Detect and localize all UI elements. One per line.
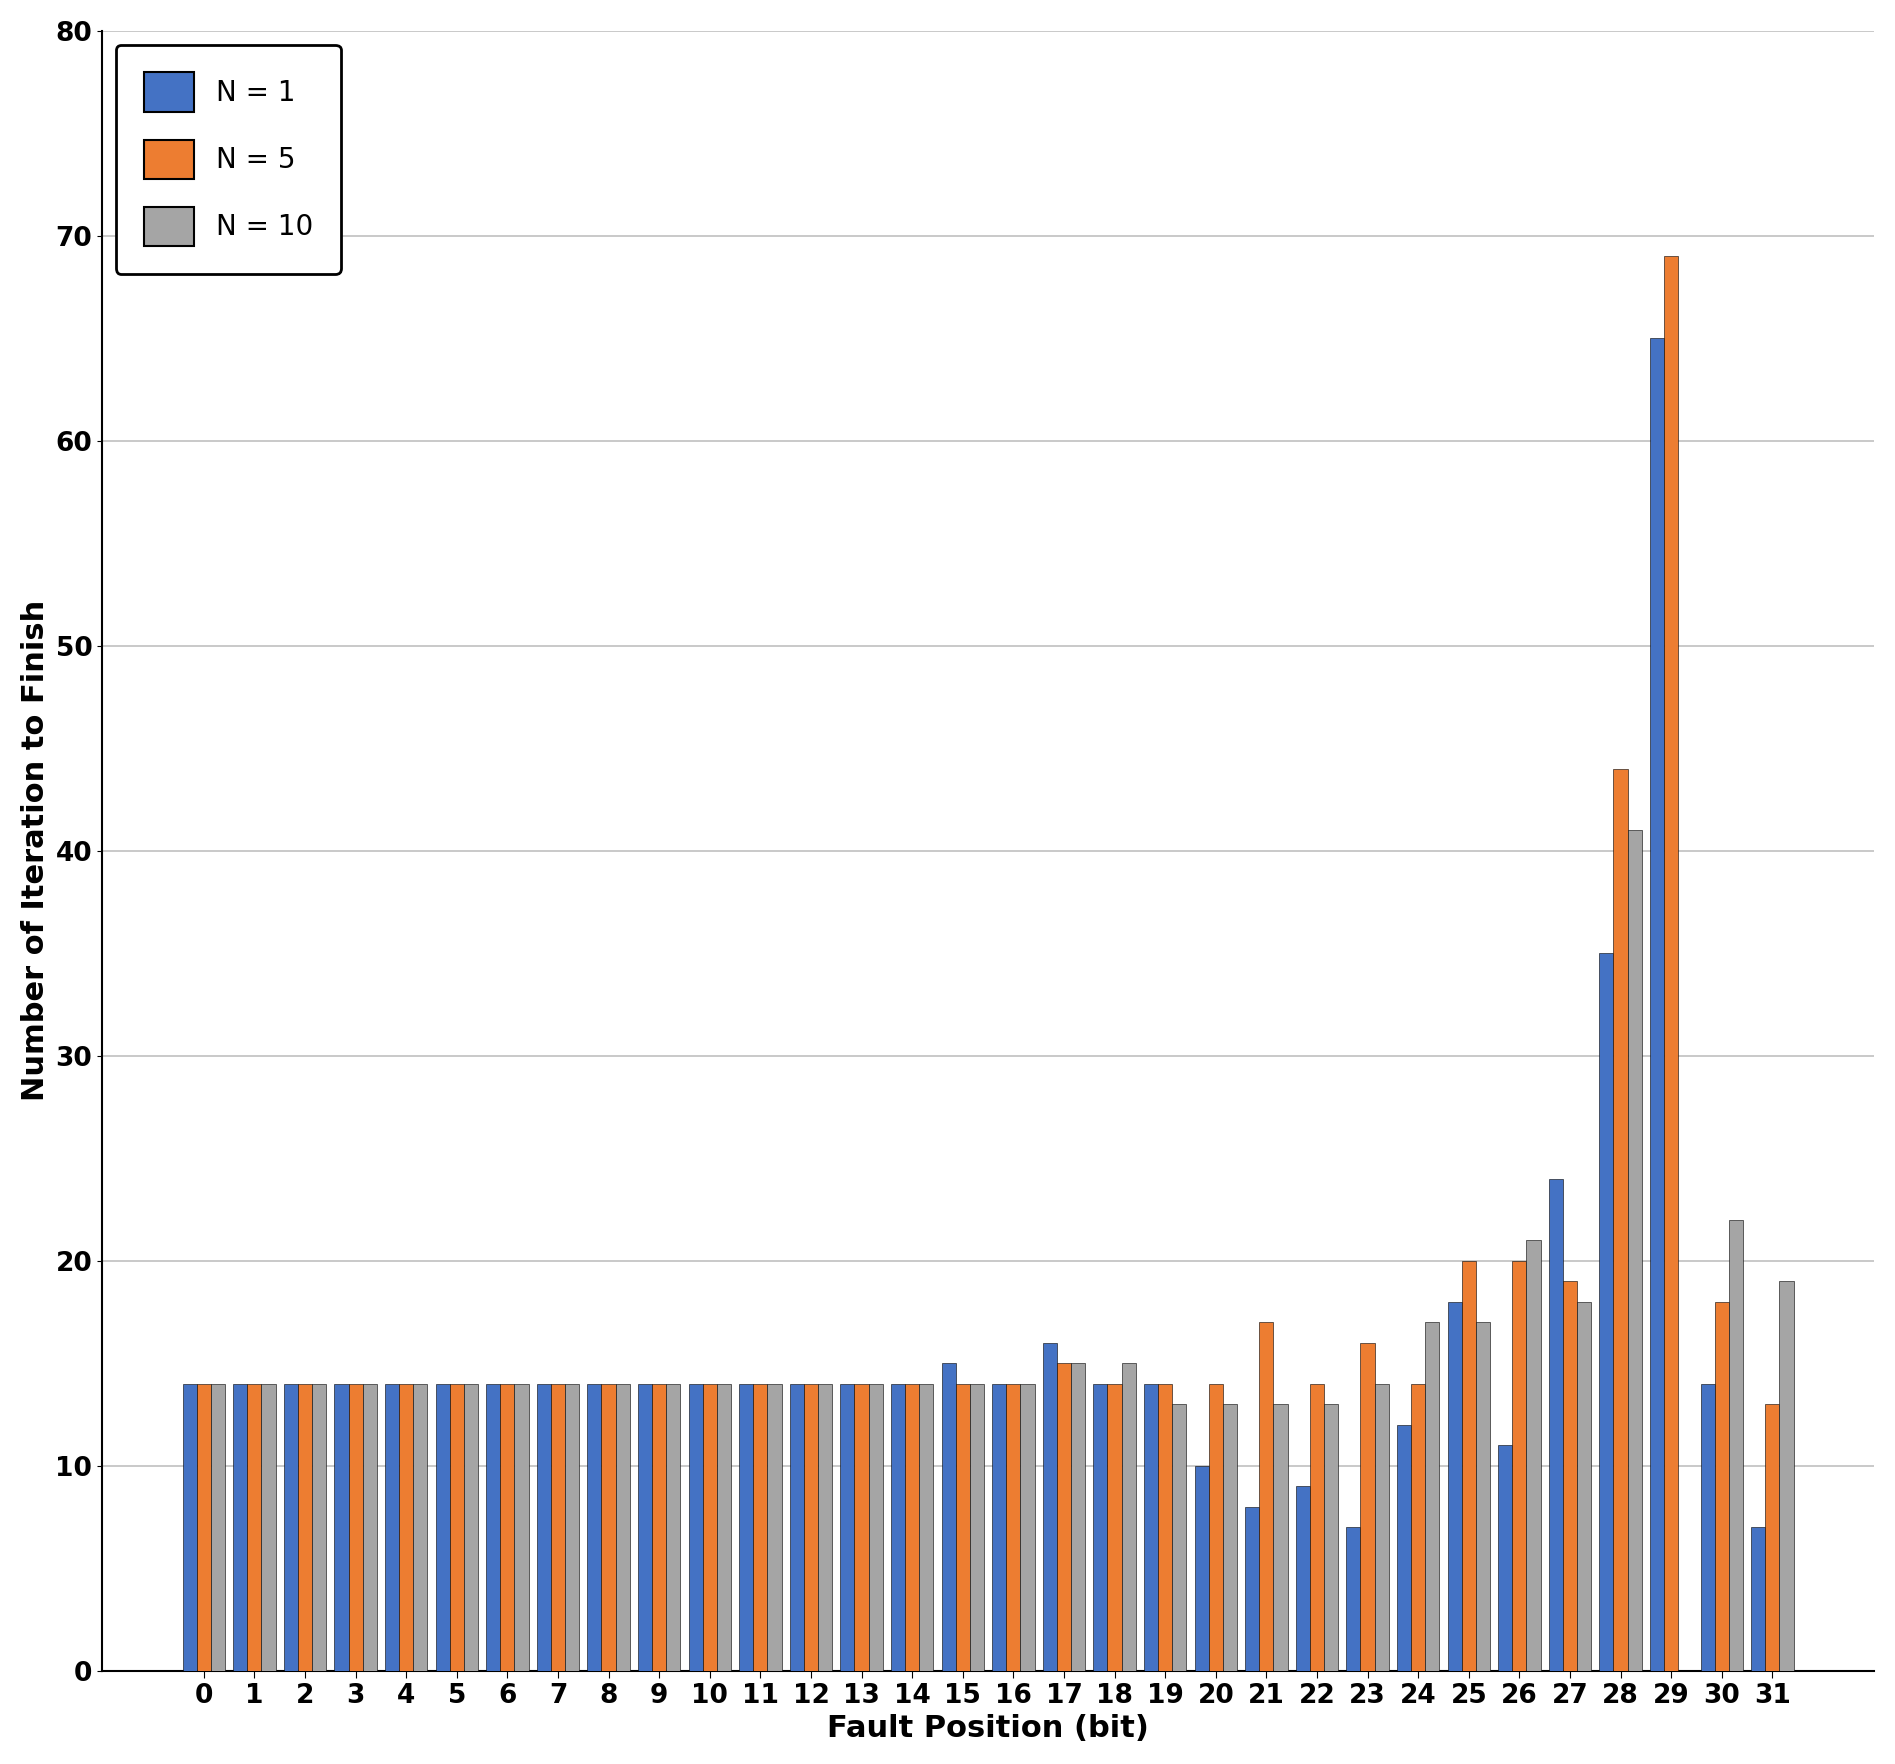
Bar [1374, 1383, 1389, 1671]
Bar [616, 1383, 629, 1671]
Bar [1093, 1383, 1107, 1671]
Bar [1651, 339, 1664, 1671]
Bar [1345, 1528, 1361, 1671]
Bar [1107, 1383, 1122, 1671]
Bar [1700, 1383, 1715, 1671]
Bar [970, 1383, 984, 1671]
Bar [1021, 1383, 1035, 1671]
Bar [1057, 1364, 1071, 1671]
Bar [855, 1383, 868, 1671]
Bar [1512, 1261, 1527, 1671]
Bar [1476, 1323, 1489, 1671]
Bar [1145, 1383, 1158, 1671]
Bar [1273, 1404, 1287, 1671]
Bar [868, 1383, 883, 1671]
Bar [1751, 1528, 1766, 1671]
Bar [298, 1383, 313, 1671]
Bar [739, 1383, 754, 1671]
Bar [1577, 1302, 1592, 1671]
Bar [790, 1383, 803, 1671]
Bar [1527, 1240, 1541, 1671]
Bar [1122, 1364, 1135, 1671]
Bar [1613, 769, 1628, 1671]
Bar [1071, 1364, 1086, 1671]
Bar [688, 1383, 703, 1671]
Bar [803, 1383, 819, 1671]
Bar [1728, 1221, 1743, 1671]
Bar [334, 1383, 349, 1671]
Bar [1194, 1466, 1209, 1671]
Bar [601, 1383, 616, 1671]
Bar [313, 1383, 326, 1671]
Bar [1042, 1342, 1057, 1671]
Bar [955, 1383, 970, 1671]
Bar [1006, 1383, 1021, 1671]
Bar [1209, 1383, 1222, 1671]
Bar [1173, 1404, 1186, 1671]
Bar [754, 1383, 767, 1671]
Bar [565, 1383, 580, 1671]
Bar [993, 1383, 1006, 1671]
Bar [551, 1383, 565, 1671]
Bar [500, 1383, 514, 1671]
Bar [487, 1383, 500, 1671]
Bar [464, 1383, 478, 1671]
Bar [536, 1383, 551, 1671]
Bar [1715, 1302, 1728, 1671]
Bar [284, 1383, 298, 1671]
Bar [210, 1383, 226, 1671]
Bar [891, 1383, 906, 1671]
Bar [1461, 1261, 1476, 1671]
Bar [1563, 1281, 1577, 1671]
Bar [1397, 1425, 1412, 1671]
Bar [716, 1383, 731, 1671]
Bar [1548, 1178, 1563, 1671]
Bar [349, 1383, 362, 1671]
Bar [248, 1383, 262, 1671]
Bar [1325, 1404, 1338, 1671]
Bar [1779, 1281, 1793, 1671]
Bar [703, 1383, 716, 1671]
Bar [1766, 1404, 1779, 1671]
Bar [819, 1383, 832, 1671]
Bar [385, 1383, 400, 1671]
Bar [667, 1383, 680, 1671]
Bar [1296, 1487, 1309, 1671]
Bar [262, 1383, 275, 1671]
Bar [197, 1383, 210, 1671]
Bar [839, 1383, 855, 1671]
Bar [1425, 1323, 1440, 1671]
Bar [1499, 1445, 1512, 1671]
Bar [1361, 1342, 1374, 1671]
Bar [514, 1383, 529, 1671]
Bar [362, 1383, 377, 1671]
Bar [413, 1383, 428, 1671]
Bar [436, 1383, 449, 1671]
Bar [1412, 1383, 1425, 1671]
Bar [1448, 1302, 1461, 1671]
Bar [1664, 256, 1679, 1671]
Bar [906, 1383, 919, 1671]
Bar [767, 1383, 781, 1671]
Legend: N = 1, N = 5, N = 10: N = 1, N = 5, N = 10 [116, 44, 341, 273]
Bar [1309, 1383, 1325, 1671]
X-axis label: Fault Position (bit): Fault Position (bit) [826, 1715, 1148, 1743]
Bar [942, 1364, 955, 1671]
Bar [639, 1383, 652, 1671]
Bar [919, 1383, 934, 1671]
Bar [182, 1383, 197, 1671]
Bar [1158, 1383, 1173, 1671]
Bar [1599, 953, 1613, 1671]
Y-axis label: Number of Iteration to Finish: Number of Iteration to Finish [21, 600, 49, 1101]
Bar [587, 1383, 601, 1671]
Bar [449, 1383, 464, 1671]
Bar [1222, 1404, 1237, 1671]
Bar [233, 1383, 248, 1671]
Bar [652, 1383, 667, 1671]
Bar [1260, 1323, 1273, 1671]
Bar [400, 1383, 413, 1671]
Bar [1628, 831, 1641, 1671]
Bar [1245, 1506, 1260, 1671]
